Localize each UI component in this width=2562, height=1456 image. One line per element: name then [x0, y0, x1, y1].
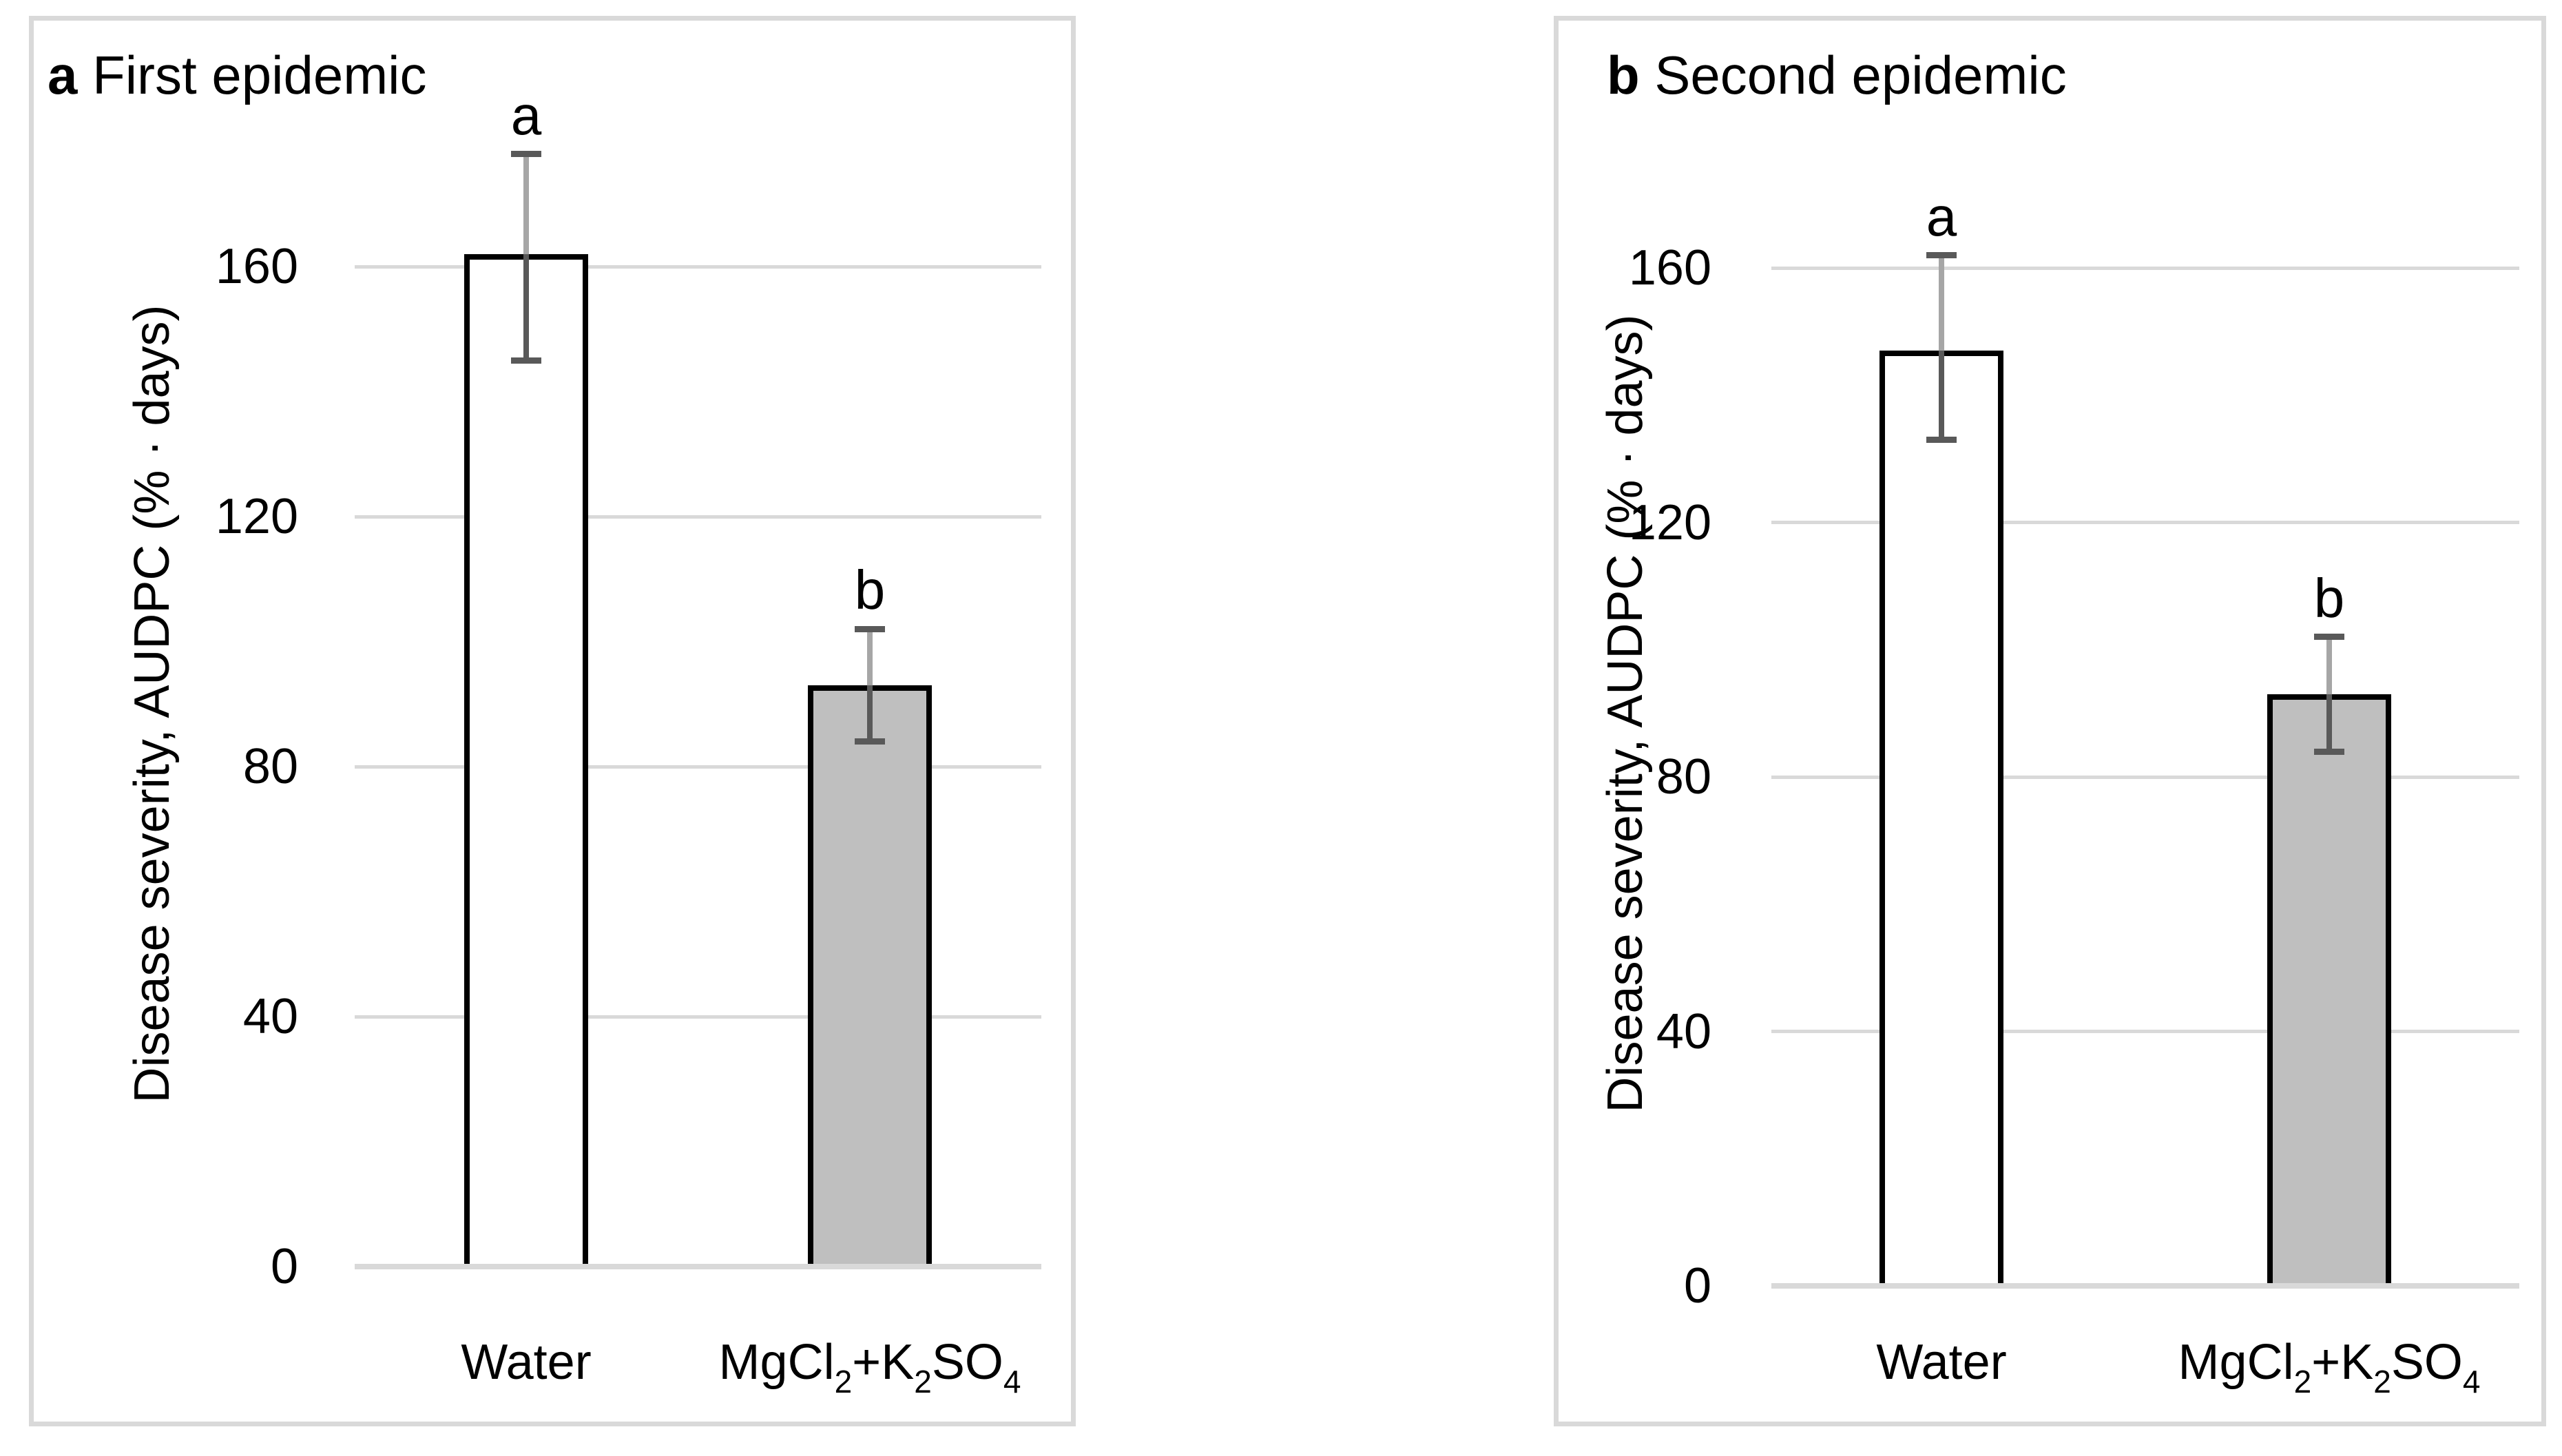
y-tick-label-120: 120: [1628, 495, 1711, 550]
subscript-text: 2: [2373, 1364, 2391, 1400]
panel-letter: a: [48, 45, 78, 105]
plot-area: 0 40 80 120 160 a b Water MgCl2+K2SO4: [1559, 21, 2541, 1422]
panel-second-epidemic: b Second epidemic Disease severity, AUDP…: [1554, 16, 2546, 1426]
label-text: MgCl: [718, 1335, 835, 1390]
label-text: SO: [2391, 1335, 2463, 1390]
sig-letter: b: [2313, 567, 2345, 629]
error-bar-top-cap: [855, 625, 885, 632]
panel-title: b Second epidemic: [1607, 47, 2067, 103]
label-text: +K: [2311, 1335, 2374, 1390]
error-bar-bottom-cap: [855, 738, 885, 745]
x-category-label-water: Water: [1876, 1333, 2006, 1392]
error-bar-upper-line: [2326, 636, 2332, 694]
y-tick-label-160: 160: [215, 239, 298, 294]
x-category-label-mgcl2-k2so4: MgCl2+K2SO4: [2178, 1333, 2481, 1400]
subscript-text: 4: [2462, 1364, 2481, 1400]
gridline-160: [355, 264, 1041, 269]
gridline-120: [355, 514, 1041, 519]
error-bar-top-cap: [1926, 252, 1957, 259]
sig-letter: a: [510, 84, 542, 146]
subscript-text: 2: [914, 1364, 932, 1400]
sig-letter: a: [1926, 185, 1957, 247]
label-text: SO: [931, 1335, 1003, 1390]
error-bar-lower-line: [867, 685, 873, 742]
error-bar-bottom-cap: [2314, 748, 2344, 755]
gridline-80: [355, 765, 1041, 769]
subscript-text: 4: [1003, 1364, 1021, 1400]
error-bar-bottom-cap: [511, 357, 541, 364]
y-tick-label-80: 80: [242, 739, 298, 794]
label-text: MgCl: [2178, 1335, 2294, 1390]
error-bar-bottom-cap: [1926, 436, 1957, 443]
x-axis-line: [355, 1264, 1041, 1269]
bar-mgcl2-k2so4: [2267, 694, 2391, 1289]
x-axis-line: [1771, 1283, 2519, 1289]
bar-mgcl2-k2so4: [808, 685, 932, 1269]
y-tick-label-40: 40: [1656, 1003, 1711, 1059]
error-bar-lower-line: [523, 253, 529, 361]
sig-letter: b: [854, 559, 886, 621]
panel-first-epidemic: a First epidemic Disease severity, AUDPC…: [29, 16, 1076, 1426]
y-tick-label-160: 160: [1628, 240, 1711, 295]
y-tick-label-80: 80: [1656, 749, 1711, 804]
y-tick-label-0: 0: [270, 1239, 298, 1294]
label-text: Water: [461, 1335, 592, 1390]
error-bar-upper-line: [867, 629, 873, 686]
y-tick-label-40: 40: [242, 989, 298, 1044]
gridline-80: [1771, 775, 2519, 779]
panel-letter: b: [1607, 45, 1640, 105]
panel-title: a First epidemic: [48, 47, 427, 103]
gridline-40: [1771, 1030, 2519, 1033]
panel-title-label: Second epidemic: [1654, 45, 2067, 105]
error-bar-top-cap: [2314, 634, 2344, 641]
error-bar-top-cap: [511, 151, 541, 158]
gridline-40: [355, 1015, 1041, 1019]
y-tick-label-120: 120: [215, 489, 298, 544]
gridline-120: [1771, 521, 2519, 524]
label-text: Water: [1876, 1335, 2007, 1390]
y-tick-label-0: 0: [1683, 1258, 1711, 1313]
error-bar-upper-line: [523, 154, 529, 254]
bar-water: [464, 253, 588, 1269]
error-bar-upper-line: [1939, 255, 1944, 351]
panel-title-label: First epidemic: [92, 45, 427, 105]
x-category-label-water: Water: [461, 1333, 591, 1392]
bar-water: [1879, 351, 2003, 1289]
label-text: +K: [852, 1335, 915, 1390]
subscript-text: 2: [2293, 1364, 2312, 1400]
error-bar-lower-line: [1939, 351, 1944, 440]
error-bar-lower-line: [2326, 694, 2332, 752]
x-category-label-mgcl2-k2so4: MgCl2+K2SO4: [718, 1333, 1021, 1400]
subscript-text: 2: [834, 1364, 853, 1400]
plot-area: 0 40 80 120 160 a b Water MgCl2+K2SO4: [34, 21, 1071, 1422]
gridline-160: [1771, 266, 2519, 270]
